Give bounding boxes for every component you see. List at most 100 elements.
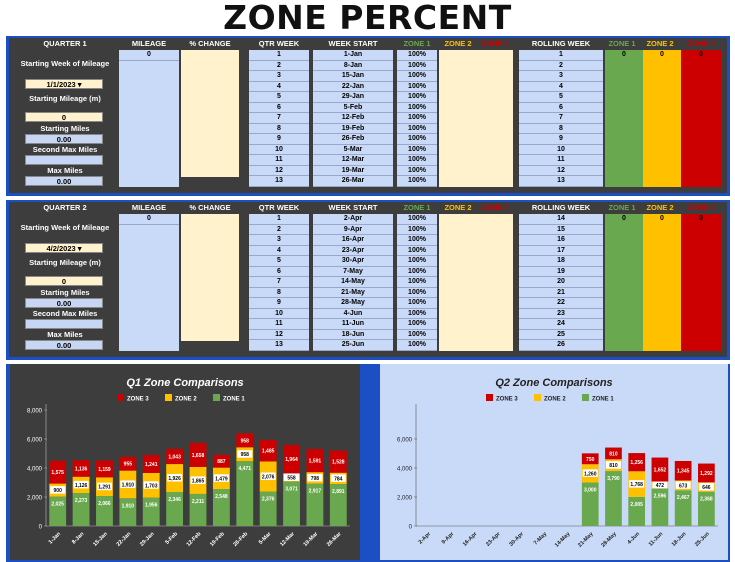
- table-row: 7-May: [313, 267, 393, 277]
- data-label: 1,703: [145, 483, 158, 489]
- data-label-bg: [652, 480, 668, 489]
- data-label-bg: [73, 464, 89, 472]
- chevron-down-icon: ▾: [77, 244, 82, 253]
- table-row: 4-Jun: [313, 309, 393, 319]
- data-label-bg: [307, 486, 323, 495]
- table-row: 5-Feb: [313, 103, 393, 113]
- data-label-bg: [50, 499, 66, 508]
- table-row: 100%: [397, 340, 437, 351]
- y-tick-label: 8,000: [27, 409, 43, 415]
- table-row: 2: [519, 61, 603, 71]
- data-label-bg: [605, 449, 621, 457]
- data-label-bg: [675, 466, 691, 475]
- zone2-header: ZONE 2: [444, 203, 472, 212]
- y-tick-label: 6,000: [27, 438, 43, 444]
- q1-chart: Q1 Zone Comparisons ZONE 3 ZONE 2 ZONE 1 0 2,…: [10, 364, 360, 560]
- table-row: 5: [519, 92, 603, 103]
- mileage-first-value[interactable]: 0: [119, 50, 179, 61]
- table-row: 22-Jan: [313, 82, 393, 92]
- data-label-bg: [120, 480, 136, 488]
- data-label: 1,159: [98, 467, 111, 473]
- mileage-first-value[interactable]: 0: [119, 214, 179, 225]
- y-tick-label: 0: [409, 525, 413, 531]
- starting-mileage-input[interactable]: 0: [25, 112, 103, 122]
- table-row: 18: [519, 256, 603, 267]
- table-row: 100%: [397, 298, 437, 309]
- data-label: 2,917: [309, 489, 322, 495]
- data-label: 1,768: [630, 482, 643, 488]
- data-label-bg: [73, 480, 89, 489]
- table-row: 100%: [397, 309, 437, 319]
- second-max-miles-value: [25, 319, 103, 329]
- x-tick-label: 18-Jun: [671, 531, 688, 548]
- start-date-select[interactable]: 1/1/2023 ▾: [25, 79, 103, 89]
- starting-miles-label: Starting Miles: [40, 288, 90, 297]
- table-row: 26-Mar: [313, 176, 393, 187]
- table-row: 9: [249, 134, 309, 145]
- max-miles-label: Max Miles: [47, 330, 83, 339]
- legend-label: ZONE 1: [592, 397, 614, 403]
- mileage-column[interactable]: 0: [119, 214, 179, 351]
- table-row: 6: [519, 103, 603, 113]
- data-label-bg: [629, 480, 645, 488]
- week-start-column: 2-Apr 9-Apr 16-Apr 23-Apr 30-Apr 7-May 14-May 2…: [313, 214, 393, 351]
- table-row: 100%: [397, 319, 437, 330]
- table-row: 100%: [397, 124, 437, 134]
- data-label-bg: [237, 450, 253, 458]
- starting-week-label: Starting Week of Mileage: [20, 223, 110, 232]
- data-label-bg: [190, 450, 206, 459]
- data-label: 1,528: [332, 460, 345, 466]
- pct-change-header: % CHANGE: [189, 203, 231, 212]
- data-label: 1,485: [262, 449, 275, 455]
- data-label-bg: [307, 456, 323, 465]
- data-label-bg: [190, 476, 206, 484]
- y-tick-label: 2,000: [397, 496, 413, 502]
- start-date-select[interactable]: 4/2/2023 ▾: [25, 243, 103, 253]
- data-label-bg: [50, 486, 66, 494]
- data-label-bg: [284, 484, 300, 492]
- rolling-week-header: ROLLING WEEK: [531, 39, 591, 48]
- table-row: 19-Feb: [313, 124, 393, 134]
- zone2-total-column: 0: [643, 214, 681, 351]
- data-label: 1,956: [145, 503, 158, 509]
- data-label: 1,575: [51, 470, 64, 476]
- data-label-bg: [675, 481, 691, 489]
- data-label-bg: [237, 464, 253, 472]
- data-label: 1,964: [285, 457, 298, 463]
- starting-week-label: Starting Week of Mileage: [20, 59, 110, 68]
- x-tick-label: 1-Jan: [48, 531, 63, 546]
- x-tick-label: 4-Jun: [626, 531, 641, 546]
- table-row: 12-Mar: [313, 155, 393, 166]
- legend-swatch: [213, 394, 220, 401]
- quarter-2-block: QUARTER 2 MILEAGE % CHANGE QTR WEEK WEEK…: [6, 200, 730, 360]
- q1-chart-svg: Q1 Zone Comparisons ZONE 3 ZONE 2 ZONE 1 0 2,…: [27, 377, 350, 548]
- mileage-column[interactable]: 0: [119, 50, 179, 187]
- data-label: 1,292: [700, 471, 713, 477]
- x-tick-label: 2-Apr: [418, 531, 433, 546]
- data-label-bg: [629, 458, 645, 466]
- second-max-miles-label: Second Max Miles: [32, 145, 98, 154]
- data-label: 1,345: [677, 469, 690, 475]
- data-label-bg: [605, 461, 621, 469]
- x-tick-label: 8-Jan: [71, 531, 86, 546]
- data-label: 2,005: [630, 502, 643, 508]
- x-tick-label: 29-Jan: [139, 531, 156, 548]
- table-row: 100%: [397, 82, 437, 92]
- data-label-bg: [675, 493, 691, 501]
- zone1-total-header: ZONE 1: [608, 39, 636, 48]
- pct-change-blank: [181, 177, 239, 187]
- legend-label: ZONE 3: [496, 397, 518, 403]
- zone3-header: ZONE 3: [481, 203, 509, 212]
- start-date-value: 4/2/2023: [46, 244, 76, 253]
- x-tick-label: 25-Jun: [694, 531, 711, 548]
- data-label-bg: [582, 469, 598, 477]
- table-row: 10: [249, 309, 309, 319]
- chart-title: Q1 Zone Comparisons: [126, 377, 243, 389]
- x-tick-label: 16-Apr: [462, 531, 479, 548]
- data-label: 1,241: [145, 462, 158, 468]
- table-row: 5: [249, 256, 309, 267]
- starting-mileage-input[interactable]: 0: [25, 276, 103, 286]
- data-label: 955: [124, 462, 133, 468]
- pct-change-column: [181, 50, 239, 187]
- table-row: 13: [249, 176, 309, 187]
